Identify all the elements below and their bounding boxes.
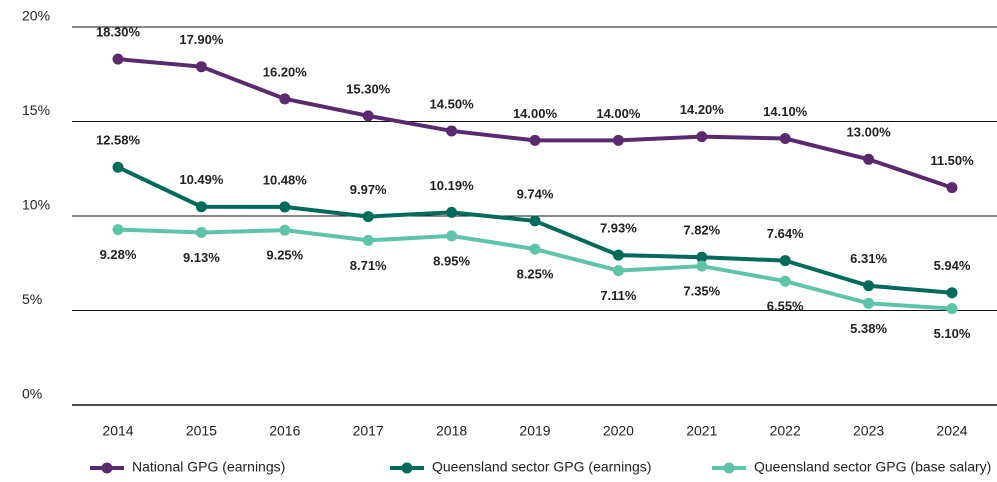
data-label: 16.20% [263,64,308,79]
legend-label: National GPG (earnings) [132,459,285,475]
data-label: 14.10% [763,104,808,119]
data-point [529,243,541,255]
data-label: 7.82% [683,223,720,238]
data-label: 18.30% [96,25,141,40]
x-tick-label: 2016 [269,423,300,439]
data-label: 9.97% [350,182,387,197]
data-point [279,93,291,105]
data-label: 14.20% [680,102,725,117]
x-tick-label: 2022 [770,423,801,439]
data-label: 9.74% [517,186,554,201]
x-tick-label: 2020 [603,423,634,439]
data-label: 6.31% [850,251,887,266]
data-point [112,53,124,65]
data-point [362,211,374,223]
legend-marker [723,462,735,474]
x-tick-label: 2018 [436,423,467,439]
x-tick-label: 2023 [853,423,884,439]
data-point [696,251,708,263]
data-label: 10.49% [179,172,224,187]
data-label: 14.50% [430,96,475,111]
x-tick-label: 2017 [353,423,384,439]
data-point [279,224,291,236]
data-point [863,280,875,292]
data-label: 8.25% [517,267,554,282]
data-label: 8.95% [433,253,470,268]
series-line [117,57,953,190]
data-label: 7.64% [767,226,804,241]
data-label: 14.00% [513,106,558,121]
data-label: 7.11% [600,288,637,303]
legend-marker [101,462,113,474]
data-label: 8.71% [350,258,387,273]
y-tick-label: 20% [22,8,50,24]
data-point [696,260,708,272]
data-label: 9.25% [266,248,303,263]
data-point [863,153,875,165]
data-label: 17.90% [179,32,224,47]
data-point [446,125,458,137]
data-point [779,133,791,145]
data-point [696,131,708,143]
data-label: 14.00% [596,106,641,121]
data-label: 10.48% [263,172,308,187]
data-point [612,249,624,261]
data-point [446,206,458,218]
y-tick-label: 15% [22,102,50,118]
data-label: 9.28% [100,247,137,262]
data-point [195,226,207,238]
data-point [529,134,541,146]
data-label: 9.13% [183,250,220,265]
data-label: 13.00% [847,125,892,140]
y-tick-label: 0% [22,386,42,402]
data-label: 10.19% [430,178,475,193]
data-point [946,303,958,315]
data-point [112,161,124,173]
data-point [529,215,541,227]
data-label: 5.38% [850,321,887,336]
y-tick-label: 5% [22,291,42,307]
legend-label: Queensland sector GPG (earnings) [432,459,651,475]
y-tick-label: 10% [22,197,50,213]
data-label: 11.50% [930,153,974,168]
data-point [279,201,291,213]
data-point [612,134,624,146]
x-tick-label: 2014 [102,423,133,439]
data-point [946,182,958,194]
data-label: 6.55% [767,299,804,314]
data-label: 15.30% [346,81,391,96]
data-point [863,297,875,309]
data-point [362,110,374,122]
data-point [946,287,958,299]
data-label: 5.10% [934,326,971,341]
data-point [195,201,207,213]
x-tick-label: 2019 [519,423,550,439]
legend-marker [401,462,413,474]
data-point [446,230,458,242]
data-point [779,275,791,287]
x-tick-label: 2021 [686,423,717,439]
data-label: 12.58% [96,133,141,148]
data-label: 7.93% [600,221,637,236]
legend-label: Queensland sector GPG (base salary) [754,459,991,475]
data-point [779,255,791,267]
x-tick-label: 2024 [936,423,967,439]
data-point [612,265,624,277]
data-point [112,224,124,236]
data-label: 7.35% [683,284,720,299]
data-label: 5.94% [934,258,971,273]
data-point [362,234,374,246]
x-tick-label: 2015 [186,423,217,439]
data-point [195,61,207,73]
